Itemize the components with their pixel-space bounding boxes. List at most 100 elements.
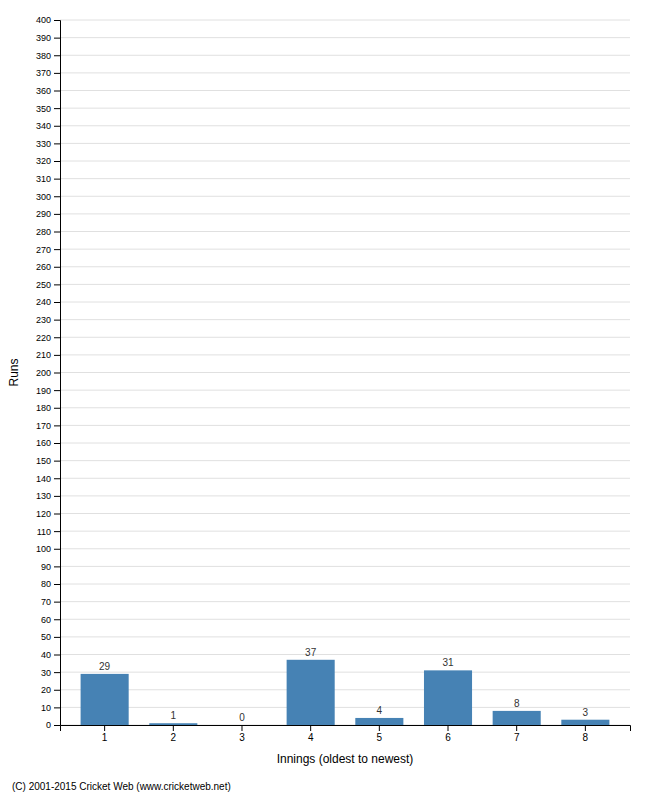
grid-line bbox=[60, 178, 630, 179]
grid-line bbox=[60, 636, 630, 637]
data-label: 37 bbox=[305, 647, 317, 658]
data-label: 29 bbox=[99, 661, 111, 672]
tick-label: 400 bbox=[36, 15, 51, 25]
tick-label: 280 bbox=[36, 227, 51, 237]
tick-label: 360 bbox=[36, 86, 51, 96]
y-tick: 150 bbox=[36, 456, 60, 466]
bar bbox=[218, 725, 266, 726]
y-axis: 0102030405060708090100110120130140150160… bbox=[36, 15, 61, 730]
chart-container: 0102030405060708090100110120130140150160… bbox=[0, 0, 650, 800]
tick-label: 190 bbox=[36, 386, 51, 396]
tick-label: 200 bbox=[36, 368, 51, 378]
grid-line bbox=[60, 319, 630, 320]
grid-line bbox=[60, 108, 630, 109]
tick-mark bbox=[54, 20, 60, 21]
tick-mark bbox=[54, 707, 60, 708]
tick-label: 120 bbox=[36, 509, 51, 519]
grid-line bbox=[60, 143, 630, 144]
tick-mark bbox=[54, 126, 60, 127]
tick-mark bbox=[54, 672, 60, 673]
tick-label: 170 bbox=[36, 421, 51, 431]
tick-label: 310 bbox=[36, 174, 51, 184]
tick-label: 330 bbox=[36, 139, 51, 149]
tick-mark bbox=[54, 496, 60, 497]
tick-label: 1 bbox=[102, 732, 108, 743]
grid-line bbox=[60, 689, 630, 690]
tick-label: 3 bbox=[239, 732, 245, 743]
y-tick: 120 bbox=[36, 509, 60, 519]
tick-label: 230 bbox=[36, 315, 51, 325]
y-tick: 400 bbox=[36, 15, 60, 25]
tick-label: 2 bbox=[171, 732, 177, 743]
tick-mark bbox=[54, 637, 60, 638]
tick-label: 30 bbox=[41, 668, 51, 678]
y-tick: 360 bbox=[36, 86, 60, 96]
grid-line bbox=[60, 302, 630, 303]
tick-mark bbox=[54, 566, 60, 567]
data-label: 3 bbox=[583, 707, 589, 718]
tick-mark bbox=[54, 425, 60, 426]
footer: (C) 2001-2015 Cricket Web (www.cricketwe… bbox=[12, 781, 231, 792]
grid-line bbox=[60, 460, 630, 461]
y-tick: 0 bbox=[46, 720, 60, 730]
tick-mark bbox=[310, 725, 311, 731]
tick-label: 10 bbox=[41, 703, 51, 713]
y-tick: 70 bbox=[41, 597, 60, 607]
chart-svg: 0102030405060708090100110120130140150160… bbox=[0, 0, 650, 800]
y-tick: 100 bbox=[36, 544, 60, 554]
tick-label: 260 bbox=[36, 262, 51, 272]
tick-label: 110 bbox=[37, 527, 51, 537]
tick-label: 5 bbox=[377, 732, 383, 743]
tick-label: 8 bbox=[583, 732, 589, 743]
grid-line bbox=[60, 478, 630, 479]
grid-line bbox=[60, 584, 630, 585]
tick-label: 40 bbox=[41, 650, 51, 660]
tick-mark bbox=[54, 355, 60, 356]
tick-label: 270 bbox=[36, 245, 51, 255]
tick-mark bbox=[448, 725, 449, 731]
grid-line bbox=[60, 55, 630, 56]
tick-mark bbox=[54, 461, 60, 462]
y-tick: 30 bbox=[41, 668, 60, 678]
bar bbox=[149, 723, 197, 725]
data-label: 0 bbox=[239, 712, 245, 723]
grid-line bbox=[60, 372, 630, 373]
tick-label: 390 bbox=[36, 33, 51, 43]
y-tick: 40 bbox=[41, 650, 60, 660]
y-tick: 180 bbox=[36, 403, 60, 413]
tick-mark bbox=[54, 143, 60, 144]
grid-line bbox=[60, 284, 630, 285]
bar bbox=[561, 720, 609, 725]
tick-mark bbox=[54, 73, 60, 74]
tick-label: 380 bbox=[36, 51, 51, 61]
tick-label: 50 bbox=[41, 632, 51, 642]
bar bbox=[355, 718, 403, 725]
x-tick: 4 bbox=[308, 725, 314, 743]
tick-mark bbox=[104, 725, 105, 731]
y-tick: 390 bbox=[36, 33, 60, 43]
tick-label: 140 bbox=[36, 474, 51, 484]
y-tick: 340 bbox=[36, 121, 60, 131]
tick-label: 6 bbox=[445, 732, 451, 743]
tick-mark bbox=[241, 725, 242, 731]
grid-line bbox=[60, 20, 630, 21]
y-tick: 20 bbox=[41, 685, 60, 695]
y-tick: 310 bbox=[36, 174, 60, 184]
tick-label: 20 bbox=[41, 685, 51, 695]
tick-label: 90 bbox=[41, 562, 51, 572]
grid-line bbox=[60, 231, 630, 232]
tick-mark bbox=[54, 267, 60, 268]
tick-label: 370 bbox=[36, 68, 51, 78]
grid-line bbox=[60, 425, 630, 426]
grid-line bbox=[60, 37, 630, 38]
y-tick: 380 bbox=[36, 51, 60, 61]
tick-mark bbox=[54, 549, 60, 550]
y-axis-title: Runs bbox=[7, 358, 21, 386]
tick-label: 350 bbox=[36, 104, 51, 114]
data-label: 8 bbox=[514, 698, 520, 709]
bar bbox=[81, 674, 129, 725]
grid-line bbox=[60, 337, 630, 338]
tick-label: 160 bbox=[36, 438, 51, 448]
y-tick: 300 bbox=[36, 192, 60, 202]
tick-label: 300 bbox=[36, 192, 51, 202]
